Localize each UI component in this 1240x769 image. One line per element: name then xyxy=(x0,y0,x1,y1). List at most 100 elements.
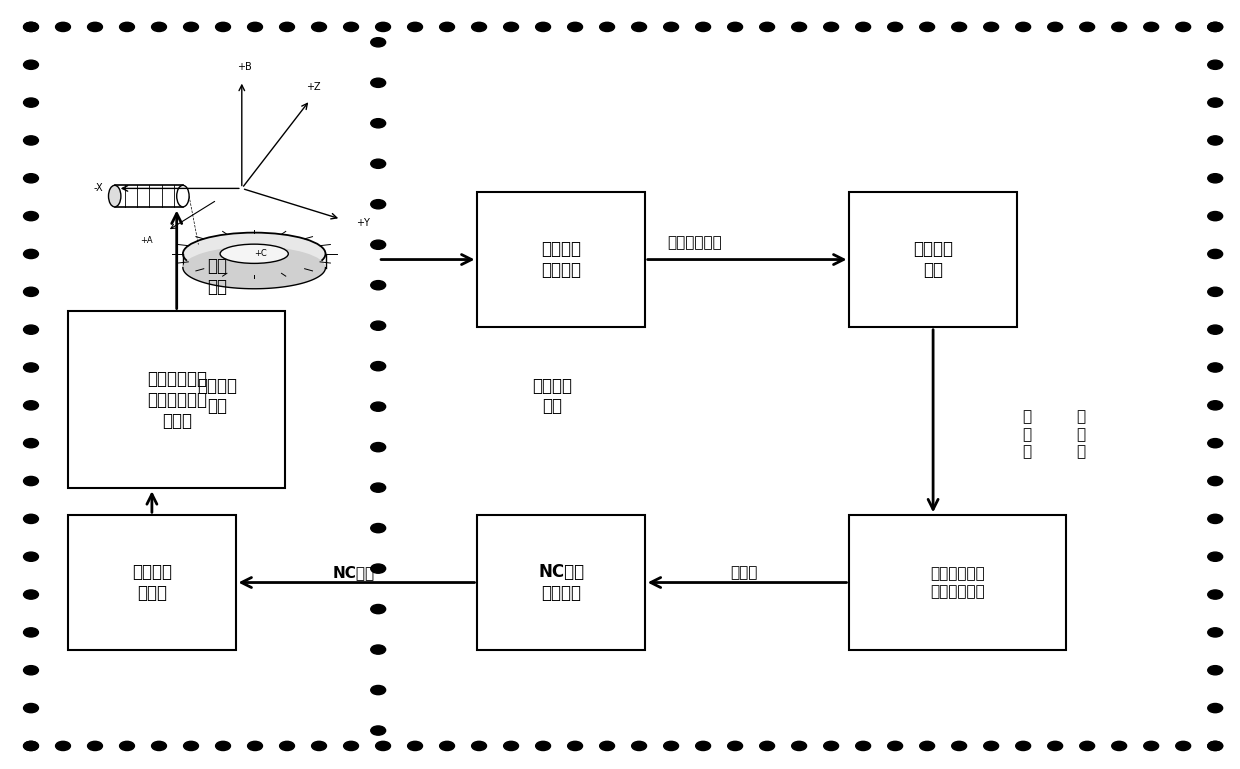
Circle shape xyxy=(1208,666,1223,675)
Circle shape xyxy=(24,22,38,32)
Circle shape xyxy=(1048,741,1063,751)
Text: 滚齿机数
控系统: 滚齿机数 控系统 xyxy=(131,563,172,602)
Circle shape xyxy=(119,22,134,32)
Bar xyxy=(115,185,184,207)
Circle shape xyxy=(24,552,38,561)
Circle shape xyxy=(376,22,391,32)
Circle shape xyxy=(1208,552,1223,561)
Circle shape xyxy=(1208,60,1223,69)
Circle shape xyxy=(823,741,838,751)
Circle shape xyxy=(1208,211,1223,221)
Circle shape xyxy=(1080,741,1095,751)
Circle shape xyxy=(1208,287,1223,296)
Circle shape xyxy=(631,22,646,32)
Circle shape xyxy=(952,741,967,751)
Circle shape xyxy=(279,741,294,751)
Circle shape xyxy=(24,136,38,145)
Circle shape xyxy=(760,741,775,751)
Circle shape xyxy=(24,174,38,183)
Circle shape xyxy=(24,211,38,221)
Circle shape xyxy=(311,22,326,32)
Circle shape xyxy=(920,741,935,751)
Circle shape xyxy=(536,22,551,32)
Circle shape xyxy=(24,401,38,410)
Circle shape xyxy=(371,281,386,290)
Bar xyxy=(477,192,645,327)
Circle shape xyxy=(888,741,903,751)
Circle shape xyxy=(1208,136,1223,145)
Bar xyxy=(849,192,1017,327)
Circle shape xyxy=(343,741,358,751)
Circle shape xyxy=(371,442,386,451)
Circle shape xyxy=(1208,741,1223,751)
Circle shape xyxy=(503,741,518,751)
Circle shape xyxy=(56,741,71,751)
Circle shape xyxy=(371,645,386,654)
Circle shape xyxy=(568,22,583,32)
Circle shape xyxy=(24,325,38,335)
Text: 在机测量
系统模块: 在机测量 系统模块 xyxy=(541,240,582,279)
Circle shape xyxy=(728,22,743,32)
Circle shape xyxy=(1208,741,1223,751)
Bar xyxy=(68,311,285,488)
Text: +Y: +Y xyxy=(356,218,370,228)
Text: +C: +C xyxy=(254,249,267,258)
Circle shape xyxy=(184,22,198,32)
Circle shape xyxy=(371,240,386,249)
Text: 滚齿加工
系统: 滚齿加工 系统 xyxy=(197,377,237,415)
Circle shape xyxy=(371,524,386,533)
Circle shape xyxy=(88,22,103,32)
Text: +B: +B xyxy=(237,62,252,72)
Circle shape xyxy=(600,741,615,751)
Circle shape xyxy=(1176,22,1190,32)
Text: 谐波分解
模块: 谐波分解 模块 xyxy=(913,240,954,279)
Circle shape xyxy=(471,741,486,751)
Circle shape xyxy=(371,361,386,371)
Text: +Z: +Z xyxy=(306,82,321,92)
Circle shape xyxy=(1208,249,1223,258)
Circle shape xyxy=(440,22,455,32)
Text: 齿距累积偏差: 齿距累积偏差 xyxy=(667,235,722,250)
Circle shape xyxy=(24,363,38,372)
Circle shape xyxy=(248,741,263,751)
Circle shape xyxy=(631,741,646,751)
Circle shape xyxy=(279,22,294,32)
Circle shape xyxy=(983,22,998,32)
Circle shape xyxy=(311,741,326,751)
Circle shape xyxy=(24,98,38,107)
Circle shape xyxy=(343,22,358,32)
Circle shape xyxy=(503,22,518,32)
Circle shape xyxy=(184,741,198,751)
Circle shape xyxy=(568,741,583,751)
Circle shape xyxy=(888,22,903,32)
Text: 补加
偿工: 补加 偿工 xyxy=(207,258,227,296)
Circle shape xyxy=(440,741,455,751)
Circle shape xyxy=(1208,590,1223,599)
Circle shape xyxy=(24,438,38,448)
Circle shape xyxy=(791,22,806,32)
Circle shape xyxy=(1016,741,1030,751)
Circle shape xyxy=(56,22,71,32)
Circle shape xyxy=(371,726,386,735)
Circle shape xyxy=(760,22,775,32)
Ellipse shape xyxy=(109,185,122,207)
Circle shape xyxy=(952,22,967,32)
Text: 相
位
谱: 相 位 谱 xyxy=(1076,410,1086,459)
Circle shape xyxy=(1208,22,1223,32)
Text: 补偿量: 补偿量 xyxy=(730,565,758,581)
Bar xyxy=(477,515,645,650)
Text: 齿距累积偏差
补偿数学模型: 齿距累积偏差 补偿数学模型 xyxy=(930,566,986,599)
Circle shape xyxy=(471,22,486,32)
Circle shape xyxy=(119,741,134,751)
Circle shape xyxy=(408,741,423,751)
Circle shape xyxy=(371,402,386,411)
Circle shape xyxy=(1208,477,1223,486)
Circle shape xyxy=(1112,741,1127,751)
Text: 幅
值
谱: 幅 值 谱 xyxy=(1022,410,1032,459)
Circle shape xyxy=(24,60,38,69)
Circle shape xyxy=(371,685,386,694)
Text: 控制滚刀与工
件间的瞬时啮
合关系: 控制滚刀与工 件间的瞬时啮 合关系 xyxy=(146,370,207,430)
Circle shape xyxy=(1080,22,1095,32)
Bar xyxy=(68,515,236,650)
Circle shape xyxy=(1208,363,1223,372)
